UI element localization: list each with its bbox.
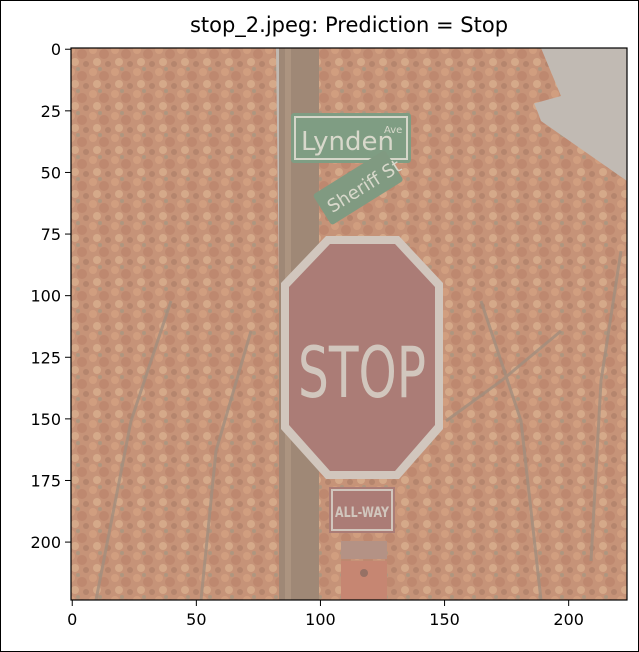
x-tick-label: 0 xyxy=(67,610,77,629)
y-tick-label: 200 xyxy=(30,533,61,552)
x-tick-label: 50 xyxy=(186,610,206,629)
x-axis: 0 50 100 150 200 xyxy=(67,600,584,629)
y-tick-label: 25 xyxy=(41,102,61,121)
y-tick-label: 0 xyxy=(51,40,61,59)
street-sign-lynden-text: Lynden xyxy=(301,127,394,157)
lower-sign-red xyxy=(341,561,387,600)
axes-frame xyxy=(70,47,628,601)
photo-branches xyxy=(94,250,623,600)
y-tick-label: 75 xyxy=(41,225,61,244)
y-tick-200: 200 xyxy=(30,533,71,552)
x-tick-50: 50 xyxy=(186,600,207,629)
all-way-text: ALL-WAY xyxy=(335,505,390,521)
y-tick-25: 25 xyxy=(41,102,71,121)
photo: Lynden Ave Sheriff St STOP ALL-WAY xyxy=(71,48,627,600)
street-sign-lynden-suffix: Ave xyxy=(384,125,402,136)
y-tick-125: 125 xyxy=(30,348,71,367)
x-tick-150: 150 xyxy=(429,600,460,629)
street-sign-lynden: Lynden Ave xyxy=(291,113,411,163)
y-tick-175: 175 xyxy=(30,471,71,490)
x-tick-100: 100 xyxy=(305,600,336,629)
y-tick-100: 100 xyxy=(30,287,71,306)
x-tick-0: 0 xyxy=(67,600,77,629)
x-tick-200: 200 xyxy=(553,600,584,629)
x-tick-label: 150 xyxy=(429,610,460,629)
plot-title: stop_2.jpeg: Prediction = Stop xyxy=(189,13,509,37)
y-tick-label: 100 xyxy=(30,287,61,306)
y-axis: 0 25 50 75 100 125 150 175 200 xyxy=(30,40,71,552)
y-tick-75: 75 xyxy=(41,225,71,244)
y-tick-0: 0 xyxy=(51,40,71,59)
y-tick-label: 175 xyxy=(30,471,61,490)
y-tick-label: 50 xyxy=(41,163,61,182)
y-tick-label: 150 xyxy=(30,410,61,429)
stop-sign: STOP xyxy=(281,236,443,479)
x-tick-label: 100 xyxy=(305,610,336,629)
y-tick-50: 50 xyxy=(41,163,71,182)
all-way-placard: ALL-WAY xyxy=(329,487,395,533)
photo-foliage-top xyxy=(351,48,561,121)
stop-sign-text: STOP xyxy=(298,332,426,414)
y-tick-150: 150 xyxy=(30,410,71,429)
y-tick-label: 125 xyxy=(30,348,61,367)
lower-sign xyxy=(341,541,387,559)
x-tick-label: 200 xyxy=(553,610,584,629)
